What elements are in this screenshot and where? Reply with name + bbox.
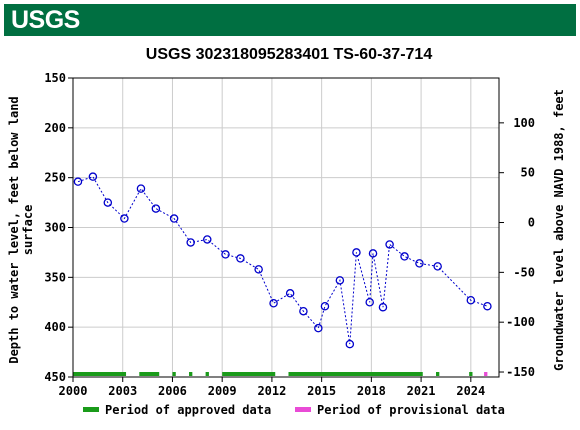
usgs-header-bar: USGS	[4, 4, 576, 36]
approved-period-bar	[288, 372, 423, 376]
y-axis-label-left-line1: Depth to water level, feet below land	[7, 96, 21, 363]
data-point	[466, 296, 476, 305]
x-tick-label: 2009	[208, 384, 237, 398]
approved-period-bar	[139, 372, 160, 376]
data-point	[433, 262, 442, 271]
y-tick-label-right: -150	[506, 365, 535, 379]
data-point	[269, 298, 278, 308]
y-tick-label-left: 300	[44, 221, 66, 235]
x-tick-label: 2021	[407, 384, 436, 398]
data-point	[236, 254, 245, 263]
data-point	[151, 204, 161, 213]
y-tick-label-left: 350	[44, 270, 66, 284]
legend-label-provisional: Period of provisional data	[317, 403, 505, 417]
data-point	[400, 252, 409, 261]
data-point	[368, 249, 378, 258]
data-point	[335, 276, 345, 285]
data-point	[120, 214, 129, 223]
approved-period-bar	[436, 372, 440, 376]
series-water-level	[73, 172, 492, 349]
axis-ticks: 2000 2003 2006 2009 2012 2015 2018 2021 20241502…	[44, 71, 535, 398]
legend-swatch-approved	[83, 407, 99, 412]
y-tick-label-left: 150	[44, 71, 66, 85]
y-tick-label-right: -100	[506, 315, 535, 329]
x-tick-label: 2012	[257, 384, 286, 398]
legend-label-approved: Period of approved data	[105, 403, 271, 417]
y-tick-label-left: 400	[44, 320, 66, 334]
data-point	[254, 265, 263, 274]
data-point	[320, 301, 330, 311]
x-tick-label: 2003	[108, 384, 137, 398]
provisional-period-bar	[484, 372, 488, 376]
data-point	[378, 302, 388, 312]
grid-lines	[73, 78, 499, 377]
data-point	[203, 235, 212, 244]
series-line	[77, 176, 488, 345]
data-point	[136, 184, 146, 193]
approved-period-bar	[205, 372, 209, 376]
data-point	[385, 240, 394, 249]
y-tick-label-right: -50	[513, 265, 535, 279]
usgs-logo: USGS	[11, 6, 80, 34]
approved-period-bar	[172, 372, 176, 376]
data-point	[483, 301, 492, 311]
legend-swatch-provisional	[295, 407, 311, 412]
approved-period-bar	[73, 372, 127, 376]
data-point	[365, 297, 374, 307]
legend: Period of approved data Period of provis…	[83, 403, 505, 417]
data-point	[73, 177, 83, 186]
y-tick-label-right: 100	[513, 116, 535, 130]
approved-period-bar	[469, 372, 473, 376]
y-axis-label-right: Groundwater level above NAVD 1988, feet	[552, 89, 566, 371]
x-tick-label: 2024	[456, 384, 485, 398]
data-point	[221, 250, 230, 259]
x-tick-label: 2006	[158, 384, 187, 398]
data-point	[352, 248, 361, 257]
y-tick-label-right: 50	[521, 166, 535, 180]
data-point	[314, 323, 323, 333]
y-tick-label-left: 250	[44, 171, 66, 185]
y-tick-label-left: 200	[44, 121, 66, 135]
data-point	[299, 306, 308, 316]
y-axis-label-left-line2: surface	[21, 205, 35, 256]
data-period-bars	[73, 372, 488, 376]
approved-period-bar	[222, 372, 276, 376]
x-tick-label: 2015	[307, 384, 336, 398]
data-point	[345, 339, 355, 349]
data-point	[285, 289, 295, 298]
x-tick-label: 2018	[357, 384, 386, 398]
data-point	[103, 198, 113, 207]
x-tick-label: 2000	[59, 384, 88, 398]
y-tick-label-right: 0	[528, 216, 535, 230]
approved-period-bar	[189, 372, 193, 376]
y-tick-label-left: 450	[44, 370, 66, 384]
data-point	[415, 259, 424, 268]
data-point	[186, 238, 195, 247]
data-point	[169, 214, 179, 223]
chart-title: USGS 302318095283401 TS-60-37-714	[146, 46, 433, 63]
data-point	[88, 172, 98, 181]
